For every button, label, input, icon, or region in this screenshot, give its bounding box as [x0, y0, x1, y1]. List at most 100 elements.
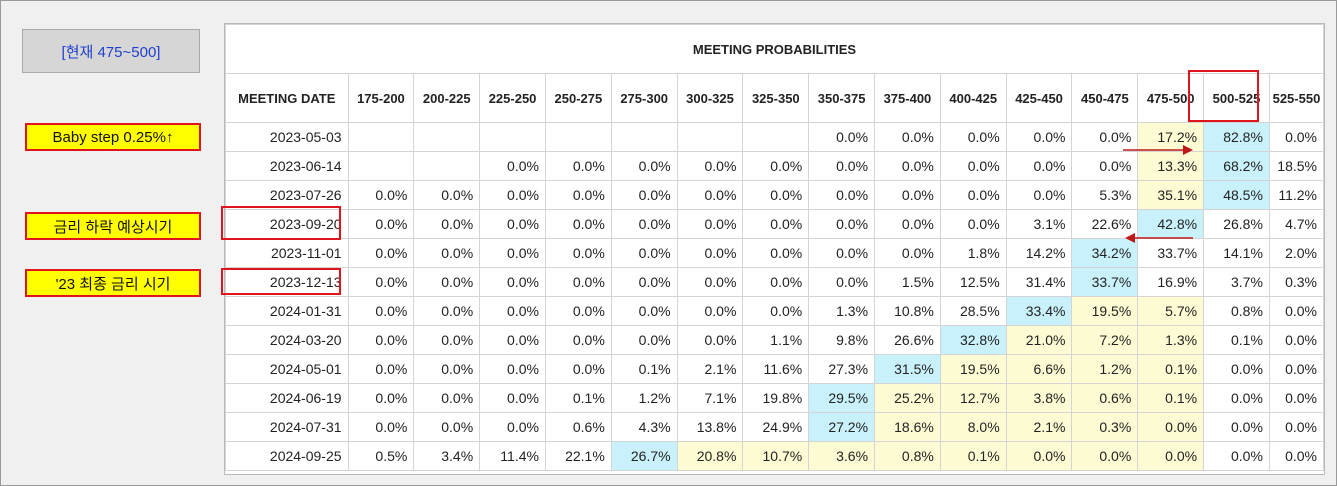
probability-cell: 0.0%	[544, 325, 612, 355]
probability-cell: 1.5%	[874, 267, 941, 297]
probability-cell: 29.5%	[808, 383, 876, 413]
probability-cell: 48.5%	[1203, 180, 1270, 210]
probability-cell: 0.0%	[742, 151, 810, 181]
probability-cell: 4.3%	[610, 412, 678, 442]
probability-cell: 0.0%	[544, 267, 612, 297]
probability-cell: 0.0%	[610, 151, 678, 181]
probability-cell: 0.0%	[742, 209, 810, 239]
probability-cell: 2.1%	[676, 354, 744, 384]
probability-cell: 0.0%	[544, 296, 612, 326]
probability-cell	[742, 122, 810, 152]
probability-cell: 0.0%	[1268, 412, 1325, 442]
highlight-box-500-525	[1188, 70, 1259, 122]
current-rate-button[interactable]: [현재 475~500]	[22, 29, 200, 73]
probability-cell: 0.5%	[347, 441, 415, 471]
probability-cell: 0.1%	[1203, 325, 1270, 355]
probability-cell: 1.3%	[1137, 325, 1205, 355]
probability-cell: 0.0%	[479, 296, 546, 326]
probability-cell: 2.0%	[1268, 238, 1325, 268]
meeting-date-cell: 2023-07-26	[225, 180, 349, 210]
probability-cell: 1.8%	[939, 238, 1007, 268]
probability-cell: 0.0%	[413, 296, 481, 326]
probability-cell: 0.3%	[1071, 412, 1139, 442]
probability-cell	[413, 151, 481, 181]
probability-cell: 0.0%	[479, 267, 546, 297]
probability-cell: 3.8%	[1005, 383, 1073, 413]
probability-cell: 1.3%	[808, 296, 876, 326]
probability-cell: 0.0%	[1005, 122, 1073, 152]
probability-cell: 0.0%	[676, 325, 744, 355]
meeting-date-cell: 2024-09-25	[225, 441, 349, 471]
probability-cell: 26.7%	[610, 441, 678, 471]
probability-cell: 27.3%	[808, 354, 876, 384]
probability-cell: 6.6%	[1005, 354, 1073, 384]
probability-cell: 10.7%	[742, 441, 810, 471]
probability-cell: 0.0%	[1268, 296, 1325, 326]
probability-cell: 0.0%	[610, 209, 678, 239]
probability-cell	[479, 122, 546, 152]
probability-cell: 35.1%	[1137, 180, 1205, 210]
meeting-date-cell: 2023-11-01	[225, 238, 349, 268]
probability-cell: 0.0%	[479, 383, 546, 413]
note-rate-cut-expected: 금리 하락 예상시기	[25, 212, 201, 240]
probability-cell: 18.5%	[1268, 151, 1325, 181]
highlight-box-2023-12-13	[221, 268, 341, 295]
probability-cell: 68.2%	[1203, 151, 1270, 181]
probability-cell: 0.0%	[676, 180, 744, 210]
probability-cell: 0.1%	[610, 354, 678, 384]
probability-cell: 12.7%	[939, 383, 1007, 413]
arrow-left-icon	[1125, 233, 1193, 243]
probability-cell: 0.0%	[1268, 383, 1325, 413]
probability-cell: 0.0%	[347, 296, 415, 326]
table-row: 2023-06-14 0.0% 0.0% 0.0% 0.0% 0.0% 0.0% 0.0% 0.…	[225, 151, 1325, 181]
probability-cell: 28.5%	[939, 296, 1007, 326]
probability-cell: 3.1%	[1005, 209, 1073, 239]
table-row: 2024-05-01 0.0% 0.0% 0.0% 0.0% 0.1% 2.1% 11.6% 2…	[225, 354, 1325, 384]
probability-cell: 0.0%	[874, 180, 941, 210]
table-title: MEETING PROBABILITIES	[225, 24, 1324, 74]
probability-cell: 0.0%	[479, 238, 546, 268]
meeting-date-cell: 2024-07-31	[225, 412, 349, 442]
probability-cell: 20.8%	[676, 441, 744, 471]
probability-cell: 3.4%	[413, 441, 481, 471]
table-row: 2024-06-19 0.0% 0.0% 0.0% 0.1% 1.2% 7.1% 19.8% 2…	[225, 383, 1325, 413]
probability-cell: 33.7%	[1071, 267, 1139, 297]
probability-cell: 27.2%	[808, 412, 876, 442]
probability-cell: 0.8%	[1203, 296, 1270, 326]
meeting-date-cell: 2023-12-13	[225, 267, 349, 297]
table-row: 2024-09-25 0.5% 3.4% 11.4% 22.1% 26.7% 20.8% 10…	[225, 441, 1325, 471]
meeting-probabilities-table: MEETING PROBABILITIES MEETING DATE 175-2…	[224, 23, 1325, 475]
probability-cell: 0.0%	[479, 209, 546, 239]
probability-cell: 25.2%	[874, 383, 941, 413]
probability-cell: 31.4%	[1005, 267, 1073, 297]
col-header-425-450: 425-450	[1005, 73, 1073, 123]
probability-cell: 0.0%	[610, 180, 678, 210]
probability-cell: 9.8%	[808, 325, 876, 355]
probability-cell: 0.0%	[413, 238, 481, 268]
probability-cell: 0.1%	[939, 441, 1007, 471]
probability-cell: 0.0%	[479, 180, 546, 210]
probability-cell: 0.0%	[808, 238, 876, 268]
probability-cell: 0.6%	[1071, 383, 1139, 413]
col-header-375-400: 375-400	[874, 73, 941, 123]
table-row: 2024-07-31 0.0% 0.0% 0.0% 0.6% 4.3% 13.8% 24.9%…	[225, 412, 1325, 442]
probability-cell: 0.0%	[808, 151, 876, 181]
probability-cell: 0.0%	[1071, 151, 1139, 181]
probability-cell: 0.1%	[1137, 354, 1205, 384]
probability-cell: 0.0%	[610, 238, 678, 268]
probability-cell: 26.6%	[874, 325, 941, 355]
probability-cell: 0.0%	[544, 209, 612, 239]
col-header-300-325: 300-325	[676, 73, 744, 123]
probability-cell: 0.0%	[413, 267, 481, 297]
col-header-175-200: 175-200	[347, 73, 415, 123]
probability-cell: 82.8%	[1203, 122, 1270, 152]
probability-cell: 0.0%	[808, 122, 876, 152]
probability-cell: 0.3%	[1268, 267, 1325, 297]
probability-cell: 0.0%	[479, 151, 546, 181]
probability-cell: 0.0%	[347, 267, 415, 297]
probability-cell: 7.1%	[676, 383, 744, 413]
probability-cell: 17.2%	[1137, 122, 1205, 152]
probability-cell: 0.0%	[544, 151, 612, 181]
probability-cell: 0.0%	[413, 383, 481, 413]
